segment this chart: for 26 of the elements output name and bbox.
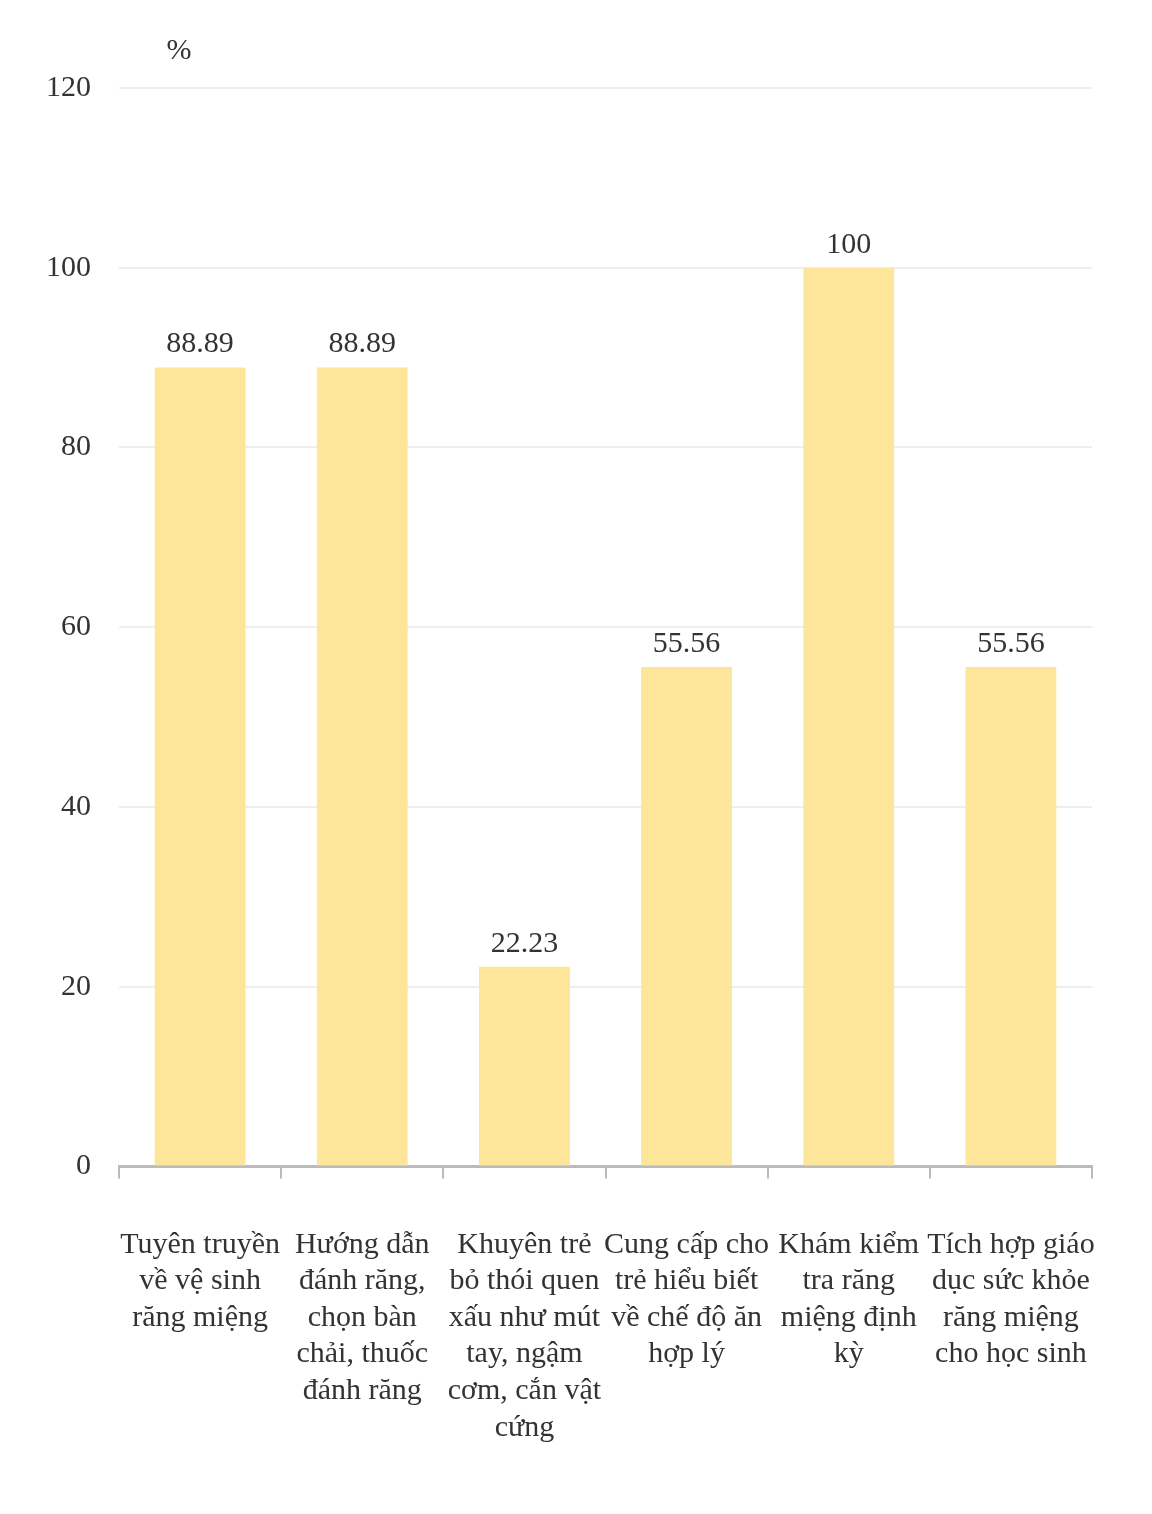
y-tick-label: 0 (76, 1147, 91, 1181)
bar (154, 367, 246, 1166)
x-tick-label: Cung cấp cho trẻ hiểu biết về chế độ ăn hợp lý (604, 1225, 770, 1369)
bar (479, 966, 570, 1166)
y-tick-label: 100 (46, 248, 91, 282)
y-tick-label: 60 (61, 608, 91, 642)
x-tick-label: Tích hợp giáo dục sức khỏe răng miệng cho học sinh (927, 1225, 1095, 1369)
x-tick-label: Tuyên truyền về vệ sinh răng miệng (120, 1225, 280, 1332)
bar (803, 267, 895, 1166)
bar (316, 367, 408, 1166)
data-label: 55.56 (652, 624, 721, 658)
data-label: 100 (826, 225, 872, 259)
y-axis-title: % (166, 31, 192, 65)
data-label: 22.23 (490, 924, 559, 958)
x-tick-label: Hướng dẫn đánh răng, chọn bàn chải, thuốc đánh răng (294, 1225, 430, 1405)
data-label: 88.89 (166, 325, 234, 359)
y-tick-label: 20 (61, 967, 91, 1001)
data-label: 88.89 (328, 325, 396, 359)
y-tick-label: 120 (46, 68, 91, 102)
y-tick-label: 40 (61, 787, 91, 821)
data-label: 55.56 (977, 624, 1045, 658)
bar (641, 667, 732, 1166)
x-tick-label: Khám kiểm tra răng miệng định kỳ (778, 1225, 920, 1369)
bar (965, 667, 1057, 1166)
y-tick-label: 80 (61, 428, 91, 462)
x-tick-label: Khuyên trẻ bỏ thói quen xấu như mút tay, ngậm cơm, cắn vật cứng (447, 1225, 602, 1442)
